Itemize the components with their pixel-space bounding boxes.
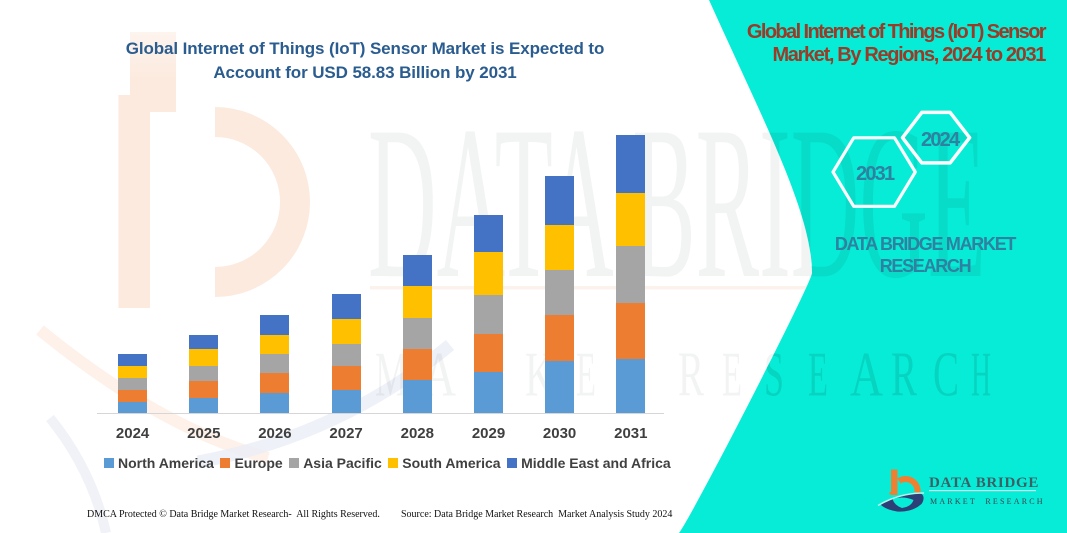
svg-text:C: C [933, 340, 959, 410]
svg-text:E: E [576, 340, 596, 410]
svg-text:H: H [971, 340, 991, 410]
svg-text:E: E [808, 340, 828, 410]
svg-text:M: M [375, 340, 408, 410]
svg-text:R: R [891, 340, 917, 410]
svg-text:R: R [678, 340, 704, 410]
svg-text:E: E [722, 340, 742, 410]
svg-text:A: A [850, 340, 883, 410]
